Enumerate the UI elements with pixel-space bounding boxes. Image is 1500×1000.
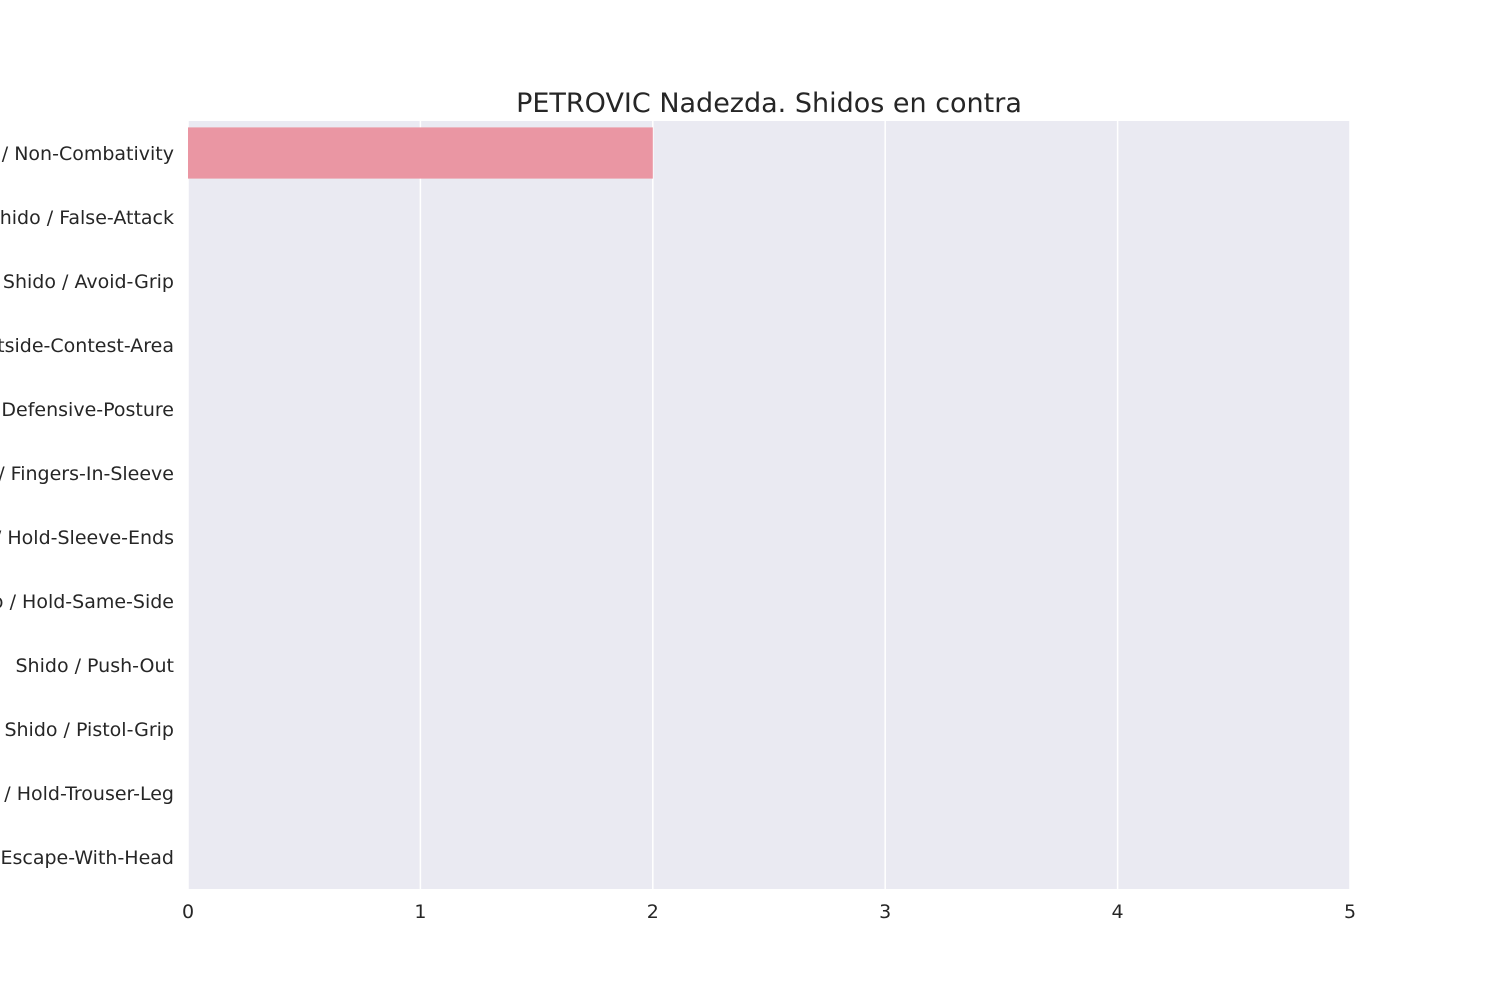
y-tick-label: Shido / Defensive-Posture <box>0 399 174 421</box>
x-tick-label: 0 <box>182 901 194 923</box>
chart-title: PETROVIC Nadezda. Shidos en contra <box>516 88 1022 119</box>
x-tick-label: 5 <box>1344 901 1356 923</box>
y-tick-label: Shido / Hold-Sleeve-Ends <box>0 527 174 549</box>
bars <box>188 127 653 179</box>
x-tick-label: 3 <box>879 901 891 923</box>
y-tick-label: Shido / Outside-Contest-Area <box>0 335 174 357</box>
y-tick-label: Shido / Escape-With-Head <box>0 847 174 869</box>
y-tick-label: Shido / Avoid-Grip <box>3 271 174 293</box>
y-tick-label: Shido / Hold-Trouser-Leg <box>0 783 174 805</box>
x-tick-labels: 0 1 2 3 4 5 <box>182 901 1356 923</box>
y-tick-label: Shido / Pistol-Grip <box>4 719 174 741</box>
y-tick-labels: Shido / Non-Combativity Shido / False-Att… <box>0 143 174 869</box>
grid-lines <box>187 121 1351 889</box>
y-tick-label: Shido / Hold-Same-Side <box>0 591 174 613</box>
x-tick-label: 2 <box>647 901 659 923</box>
y-tick-label: Shido / Fingers-In-Sleeve <box>0 463 174 485</box>
bar <box>188 127 653 179</box>
y-tick-label: Shido / False-Attack <box>0 207 174 229</box>
plot-area <box>188 121 1350 889</box>
y-tick-label: Shido / Non-Combativity <box>0 143 174 165</box>
y-tick-label: Shido / Push-Out <box>16 655 175 677</box>
x-tick-label: 1 <box>414 901 426 923</box>
x-tick-label: 4 <box>1112 901 1124 923</box>
